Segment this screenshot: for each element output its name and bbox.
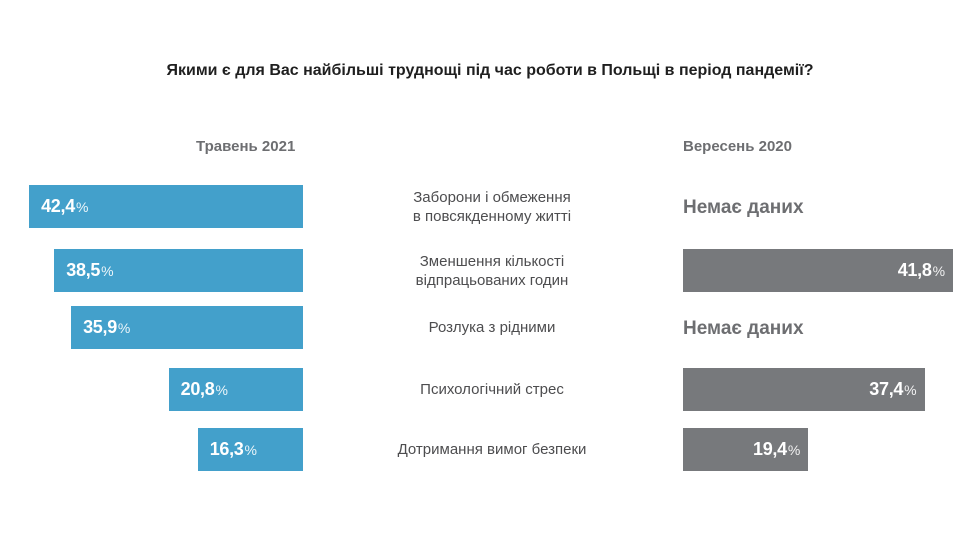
data-label-unit: % (101, 262, 114, 279)
bar-sep-2020: 19,4% (683, 428, 809, 471)
data-label-unit: % (117, 319, 131, 336)
category-label-line: Психологічний стрес (420, 381, 564, 398)
bar-sep-2020: 41,8% (683, 249, 954, 292)
series-label-may-2021: Травень 2021 (196, 138, 296, 155)
data-label: 19,4 (753, 439, 787, 459)
category-label: Заборони і обмеження в повсякденному житт… (380, 188, 604, 226)
data-label-unit: % (787, 441, 801, 458)
category-label-line: Заборони і обмеження (413, 188, 571, 206)
data-label: 20,8 (180, 379, 215, 399)
data-label-unit: % (215, 381, 228, 398)
data-label-unit: % (932, 262, 946, 279)
bar-may-2021: 20,8% (168, 368, 303, 411)
bar-may-2021: 38,5% (54, 249, 303, 292)
data-label: 41,8 (897, 260, 932, 280)
chart-title: Якими є для Вас найбільші труднощі під ч… (166, 62, 814, 79)
category-label: Дотримання вимог безпеки (380, 440, 604, 459)
data-label: 42,4 (41, 196, 75, 216)
bar-may-2021: 35,9% (71, 306, 303, 349)
series-label-sep-2020: Вересень 2020 (683, 138, 792, 155)
data-label-unit: % (904, 381, 917, 398)
no-data-label: Немає даних (683, 318, 804, 339)
category-label-line: Дотримання вимог безпеки (397, 441, 587, 458)
no-data-label: Немає даних (683, 197, 804, 218)
data-label: 38,5 (66, 260, 101, 280)
data-label: 35,9 (83, 317, 117, 337)
data-label: 37,4 (869, 379, 904, 399)
data-label-unit: % (75, 198, 89, 215)
bar-sep-2020: 37,4% (683, 368, 925, 411)
category-label-line: Зменшення кількості (419, 252, 565, 270)
category-label: Психологічний стрес (380, 380, 604, 399)
category-label: Зменшення кількості відпрацьованих годин (380, 252, 604, 290)
bar-may-2021: 16,3% (197, 428, 303, 471)
data-label: 16,3 (209, 439, 244, 459)
category-label-line: відпрацьованих годин (415, 271, 569, 289)
category-label-line: в повсякденному житті (412, 207, 572, 225)
category-label: Розлука з рідними (380, 318, 604, 337)
bar-may-2021: 42,4% (29, 185, 303, 228)
data-label-unit: % (244, 441, 257, 458)
category-label-line: Розлука з рідними (428, 319, 556, 336)
